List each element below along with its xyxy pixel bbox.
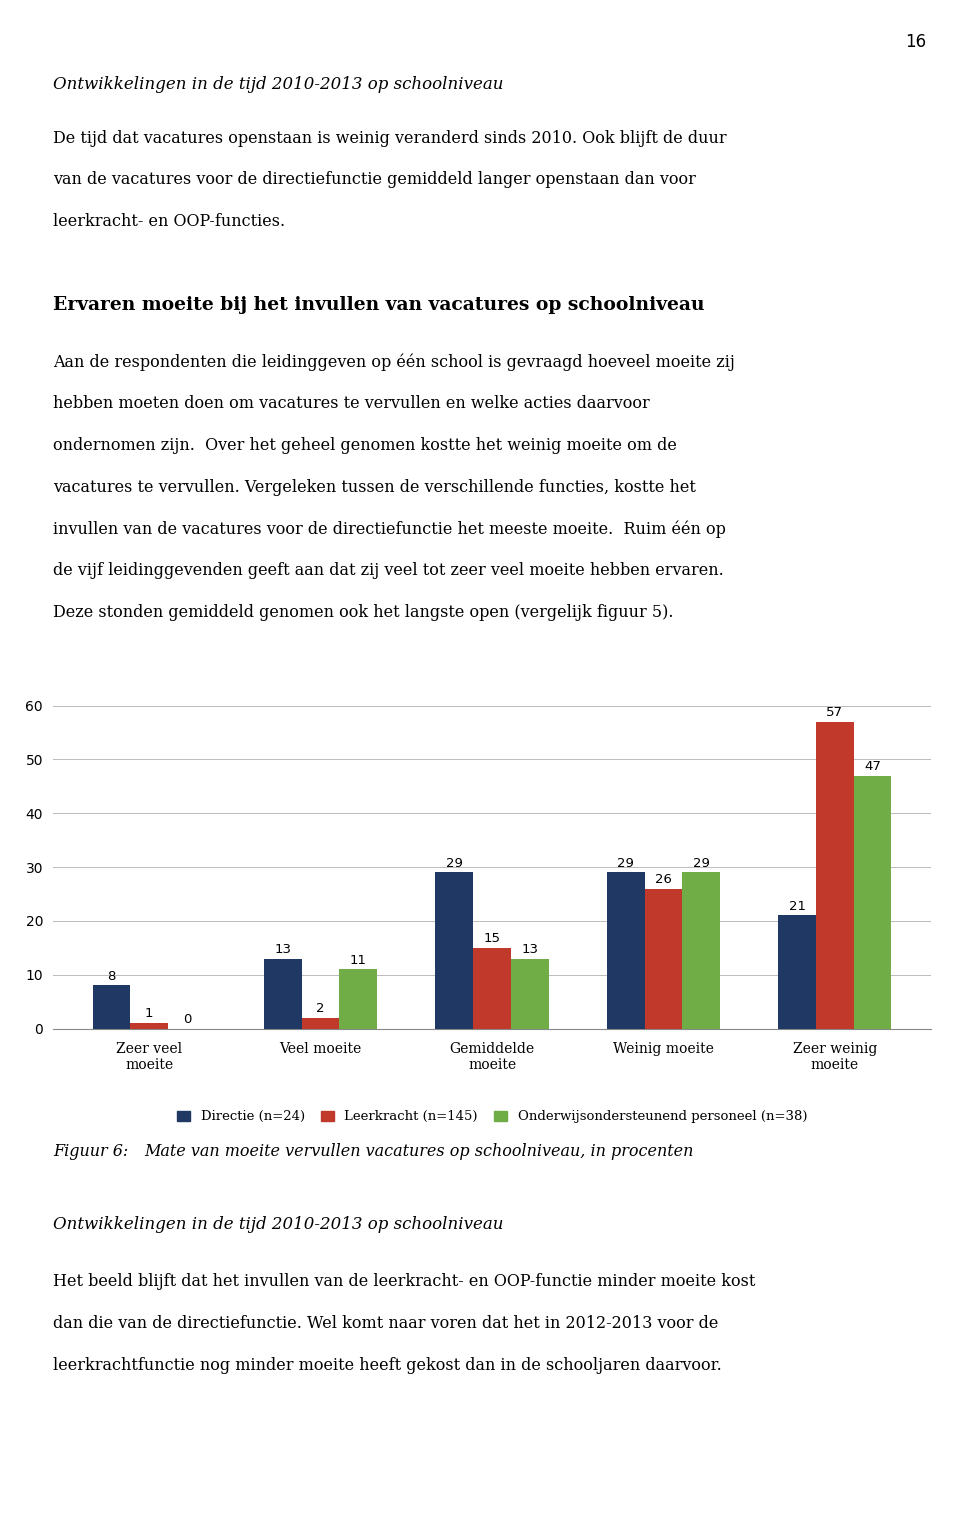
Text: 1: 1 <box>145 1007 154 1021</box>
Text: 26: 26 <box>655 873 672 885</box>
Bar <box>511 958 548 1028</box>
Text: vacatures te vervullen. Vergeleken tussen de verschillende functies, kostte het: vacatures te vervullen. Vergeleken tusse… <box>53 479 696 496</box>
Text: dan die van de directiefunctie. Wel komt naar voren dat het in 2012-2013 voor de: dan die van de directiefunctie. Wel komt… <box>53 1314 718 1332</box>
Text: Ontwikkelingen in de tijd 2010-2013 op schoolniveau: Ontwikkelingen in de tijd 2010-2013 op s… <box>53 1217 503 1234</box>
Text: ondernomen zijn.  Over het geheel genomen kostte het weinig moeite om de: ondernomen zijn. Over het geheel genomen… <box>53 437 677 453</box>
Text: 29: 29 <box>692 856 709 870</box>
Text: Mate van moeite vervullen vacatures op schoolniveau, in procenten: Mate van moeite vervullen vacatures op s… <box>144 1142 693 1159</box>
Bar <box>816 722 853 1028</box>
Text: leerkracht- en OOP-functies.: leerkracht- en OOP-functies. <box>53 213 285 230</box>
Text: leerkrachtfunctie nog minder moeite heeft gekost dan in de schooljaren daarvoor.: leerkrachtfunctie nog minder moeite heef… <box>53 1357 722 1373</box>
Bar <box>683 873 720 1028</box>
Bar <box>779 916 816 1028</box>
Text: 0: 0 <box>182 1013 191 1025</box>
Bar <box>473 948 511 1028</box>
Text: de vijf leidinggevenden geeft aan dat zij veel tot zeer veel moeite hebben ervar: de vijf leidinggevenden geeft aan dat zi… <box>53 563 724 580</box>
Bar <box>131 1024 168 1028</box>
Text: 15: 15 <box>484 932 500 945</box>
Text: 21: 21 <box>788 900 805 913</box>
Text: Ontwikkelingen in de tijd 2010-2013 op schoolniveau: Ontwikkelingen in de tijd 2010-2013 op s… <box>53 76 503 93</box>
Legend: Directie (n=24), Leerkracht (n=145), Onderwijsondersteunend personeel (n=38): Directie (n=24), Leerkracht (n=145), Ond… <box>172 1106 812 1129</box>
Text: De tijd dat vacatures openstaan is weinig veranderd sinds 2010. Ook blijft de du: De tijd dat vacatures openstaan is weini… <box>53 129 727 146</box>
Text: Het beeld blijft dat het invullen van de leerkracht- en OOP-functie minder moeit: Het beeld blijft dat het invullen van de… <box>53 1273 756 1290</box>
Text: Aan de respondenten die leidinggeven op één school is gevraagd hoeveel moeite zi: Aan de respondenten die leidinggeven op … <box>53 353 734 371</box>
Bar <box>340 969 377 1028</box>
Text: 29: 29 <box>445 856 463 870</box>
Text: hebben moeten doen om vacatures te vervullen en welke acties daarvoor: hebben moeten doen om vacatures te vervu… <box>53 395 650 412</box>
Text: 47: 47 <box>864 760 881 773</box>
Text: 57: 57 <box>827 706 843 719</box>
Bar <box>436 873 473 1028</box>
Text: Deze stonden gemiddeld genomen ook het langste open (vergelijk figuur 5).: Deze stonden gemiddeld genomen ook het l… <box>53 604 673 621</box>
Bar <box>607 873 644 1028</box>
Text: 2: 2 <box>317 1002 324 1015</box>
Bar <box>93 986 131 1028</box>
Text: 8: 8 <box>108 970 116 983</box>
Text: Ervaren moeite bij het invullen van vacatures op schoolniveau: Ervaren moeite bij het invullen van vaca… <box>53 297 705 315</box>
Text: Figuur 6:: Figuur 6: <box>53 1142 128 1159</box>
Text: 29: 29 <box>617 856 635 870</box>
Text: invullen van de vacatures voor de directiefunctie het meeste moeite.  Ruim één o: invullen van de vacatures voor de direct… <box>53 520 726 538</box>
Text: 16: 16 <box>905 33 926 52</box>
Text: van de vacatures voor de directiefunctie gemiddeld langer openstaan dan voor: van de vacatures voor de directiefunctie… <box>53 172 696 189</box>
Bar <box>644 888 683 1028</box>
Text: 13: 13 <box>275 943 292 955</box>
Text: 11: 11 <box>349 954 367 967</box>
Bar <box>301 1018 340 1028</box>
Bar <box>853 776 891 1028</box>
Text: 13: 13 <box>521 943 539 955</box>
Bar <box>264 958 301 1028</box>
